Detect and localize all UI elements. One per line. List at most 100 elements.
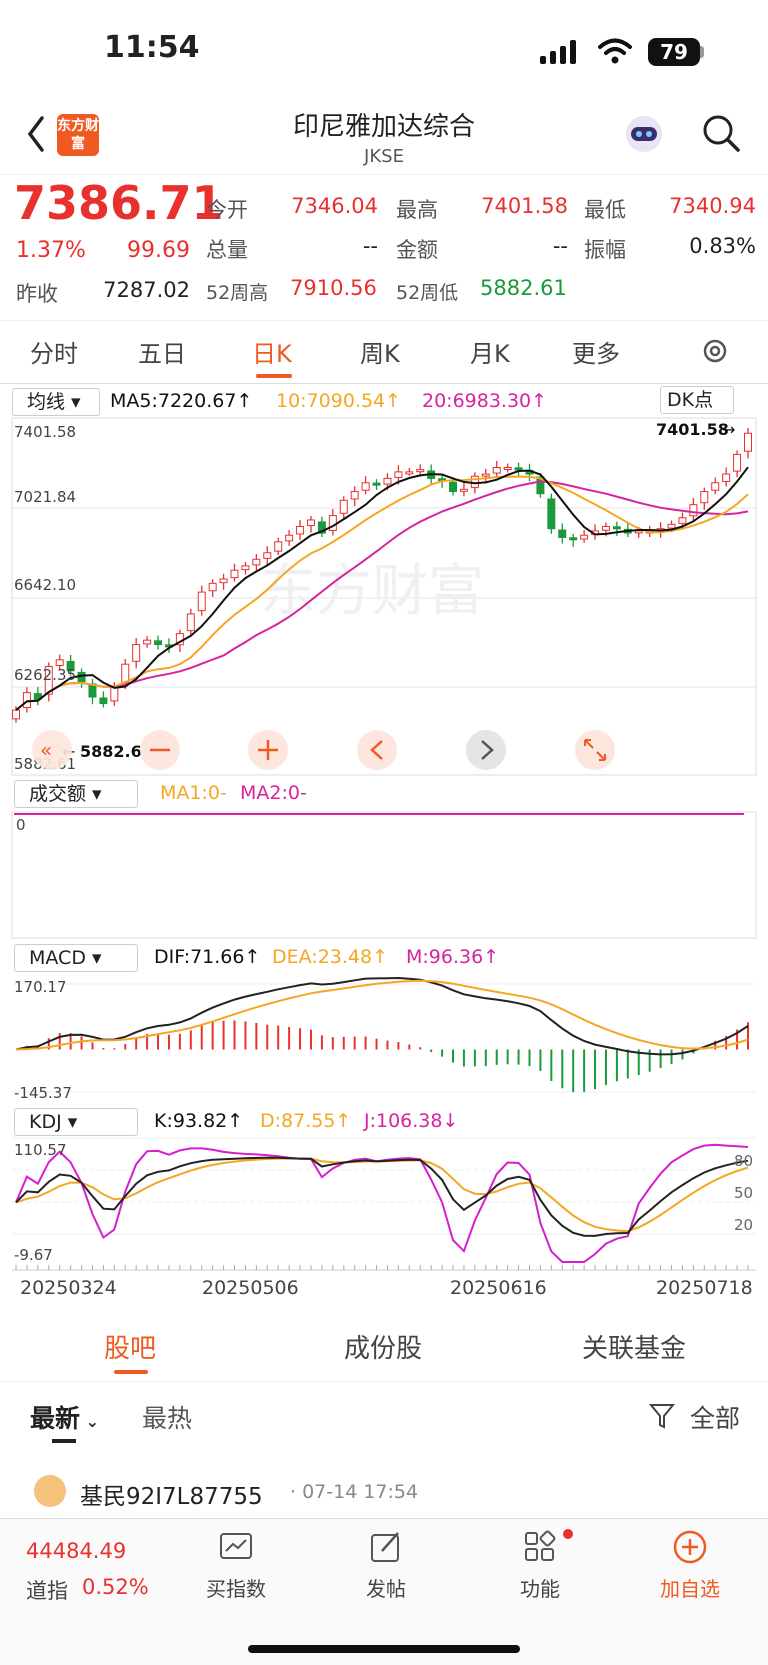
macd-histogram bbox=[25, 1020, 749, 1092]
filter-all[interactable]: 全部 bbox=[690, 1404, 741, 1433]
candle bbox=[317, 521, 326, 534]
candle bbox=[12, 709, 20, 720]
tab-guba[interactable]: 股吧 bbox=[104, 1334, 157, 1364]
candle bbox=[274, 541, 283, 552]
post-label: 发帖 bbox=[366, 1577, 406, 1601]
zoom-out-button[interactable] bbox=[140, 730, 180, 770]
macd-bottom-label: -145.37 bbox=[14, 1084, 72, 1102]
fullscreen-icon[interactable] bbox=[575, 730, 615, 770]
week52-high-label: 52周高 bbox=[206, 282, 269, 304]
tab-five-day[interactable]: 五日 bbox=[138, 340, 186, 368]
settings-icon[interactable] bbox=[700, 336, 730, 366]
candle bbox=[263, 552, 272, 559]
scroll-left-fast-button[interactable]: « bbox=[32, 730, 72, 770]
week52-low-value: 5882.61 bbox=[480, 276, 567, 300]
y-label-3: 6642.10 bbox=[14, 576, 76, 594]
kdj-top-label: 110.57 bbox=[14, 1141, 67, 1159]
ma5-line bbox=[15, 466, 749, 711]
tab-more[interactable]: 更多 bbox=[572, 340, 620, 368]
volume-selector[interactable]: 成交额 ▾ bbox=[14, 780, 138, 808]
candle bbox=[394, 471, 403, 478]
post-button[interactable]: 发帖 bbox=[336, 1529, 436, 1602]
macd-top-label: 170.17 bbox=[14, 978, 67, 996]
candle bbox=[306, 519, 315, 527]
post-time: · 07-14 17:54 bbox=[290, 1481, 419, 1503]
high-value: 7401.58 bbox=[481, 194, 568, 218]
volume-ma2: MA2:0- bbox=[240, 782, 307, 804]
candle bbox=[547, 498, 556, 530]
status-bar: 11:54 79 bbox=[0, 0, 768, 100]
robot-assistant-icon[interactable] bbox=[622, 112, 666, 156]
functions-button[interactable]: 功能 bbox=[490, 1529, 590, 1602]
zoom-in-button[interactable] bbox=[248, 730, 288, 770]
amplitude-value: 0.83% bbox=[689, 234, 756, 258]
tab-monthly-k[interactable]: 月K bbox=[470, 340, 510, 368]
candle bbox=[536, 476, 545, 495]
tab-weekly-k[interactable]: 周K bbox=[360, 340, 400, 368]
filter-icon[interactable] bbox=[648, 1401, 676, 1431]
add-watchlist-button[interactable]: 加自选 bbox=[640, 1529, 740, 1602]
scroll-left-button[interactable] bbox=[357, 730, 397, 770]
sort-latest[interactable]: 最新 ⌄ bbox=[30, 1404, 99, 1433]
battery-icon: 79 bbox=[648, 38, 700, 66]
candle bbox=[700, 491, 709, 504]
open-value: 7346.04 bbox=[291, 194, 378, 218]
candle bbox=[55, 659, 64, 666]
app-logo: 东方财富 bbox=[57, 114, 99, 156]
candle bbox=[492, 467, 501, 474]
candle bbox=[132, 644, 141, 662]
date-label-3: 20250616 bbox=[450, 1277, 547, 1299]
date-label-4: 20250718 bbox=[656, 1277, 753, 1299]
tab-constituents[interactable]: 成份股 bbox=[344, 1334, 423, 1364]
candle bbox=[383, 477, 392, 485]
candle bbox=[612, 526, 621, 530]
candle bbox=[372, 482, 381, 486]
prev-close-label: 昨收 bbox=[16, 282, 58, 306]
macd-selector[interactable]: MACD ▾ bbox=[14, 944, 138, 972]
user-avatar[interactable] bbox=[34, 1475, 66, 1507]
kdj-j: J:106.38↓ bbox=[364, 1110, 459, 1132]
kdj-level-20: 20 bbox=[734, 1216, 753, 1234]
kline-chart[interactable]: 东方财富 7401.58 7021.84 6642.10 6262.35 588… bbox=[0, 0, 768, 1316]
change-value: 99.69 bbox=[127, 238, 190, 263]
tab-daily-k[interactable]: 日K bbox=[252, 340, 292, 368]
scroll-right-button[interactable] bbox=[466, 730, 506, 770]
dk-point-button[interactable]: DK点 bbox=[660, 386, 734, 414]
candle bbox=[449, 481, 458, 493]
candle bbox=[208, 582, 217, 592]
kdj-selector[interactable]: KDJ ▾ bbox=[14, 1108, 138, 1136]
candle bbox=[678, 517, 687, 524]
quote-panel: 7386.71 1.37% 99.69 昨收 7287.02 今开 7346.0… bbox=[0, 176, 768, 321]
volume-value: -- bbox=[362, 234, 378, 258]
low-label: 最低 bbox=[584, 198, 626, 222]
macd-m: M:96.36↑ bbox=[406, 946, 500, 968]
ticker-change[interactable]: 0.52% bbox=[82, 1575, 149, 1599]
ticker-name[interactable]: 道指 bbox=[26, 1579, 68, 1603]
post-feed: 最新 ⌄ 最热 全部 基民92I7L87755 · 07-14 17:54 bbox=[0, 1383, 768, 1518]
candle bbox=[689, 504, 698, 517]
candle bbox=[667, 523, 676, 529]
ma-selector[interactable]: 均线 ▾ bbox=[12, 388, 100, 416]
candle bbox=[569, 537, 578, 541]
search-icon[interactable] bbox=[700, 112, 742, 154]
clock: 11:54 bbox=[104, 30, 200, 65]
ticker-value[interactable]: 44484.49 bbox=[26, 1539, 127, 1563]
candle bbox=[350, 491, 359, 500]
tab-related-funds[interactable]: 关联基金 bbox=[582, 1334, 687, 1364]
tab-intraday[interactable]: 分时 bbox=[30, 340, 78, 368]
page-title: 印尼雅加达综合 bbox=[292, 112, 475, 142]
week52-low-label: 52周低 bbox=[396, 282, 459, 304]
candle bbox=[405, 471, 414, 475]
candle bbox=[230, 569, 239, 579]
ma5-readout: MA5:7220.67↑ bbox=[110, 390, 253, 412]
candle bbox=[580, 534, 589, 540]
candle bbox=[601, 526, 610, 531]
candle bbox=[722, 473, 731, 482]
edit-icon bbox=[371, 1532, 399, 1562]
kdj-k: K:93.82↑ bbox=[154, 1110, 244, 1132]
back-icon[interactable] bbox=[24, 114, 48, 154]
volume-selector-label: 成交额 bbox=[29, 783, 87, 805]
sort-hot[interactable]: 最热 bbox=[142, 1404, 193, 1433]
buy-index-button[interactable]: 买指数 bbox=[186, 1529, 286, 1602]
post-username[interactable]: 基民92I7L87755 bbox=[80, 1484, 263, 1510]
